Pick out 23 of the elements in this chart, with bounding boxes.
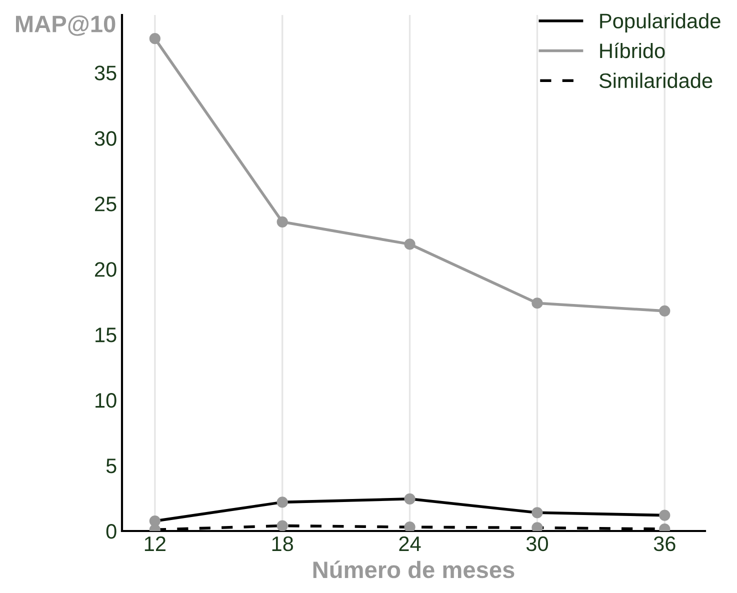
x-tick-label: 24 xyxy=(399,536,421,551)
y-axis-title: MAP@10 xyxy=(16,15,116,36)
y-tick-label: 20 xyxy=(95,262,116,277)
y-tick-label: 30 xyxy=(94,131,116,146)
y-tick-label: 0 xyxy=(106,524,116,539)
y-tick-label: 5 xyxy=(106,458,116,474)
x-tick-label: 36 xyxy=(654,536,676,552)
y-tick-label: 25 xyxy=(95,196,116,212)
x-tick-label: 18 xyxy=(272,536,294,552)
point xyxy=(149,33,160,44)
x-tick-label: 12 xyxy=(144,536,166,551)
legend-label: Híbrido xyxy=(600,42,665,58)
y-tick-label: 10 xyxy=(96,393,116,408)
point xyxy=(276,216,288,228)
x-tick-label: 30 xyxy=(526,536,548,552)
point xyxy=(659,305,670,317)
y-tick-label: 35 xyxy=(94,66,116,80)
x-axis-title: Número de meses xyxy=(313,560,514,578)
y-tick-label: 15 xyxy=(96,328,116,342)
legend-label: Popularidade xyxy=(600,13,720,33)
point xyxy=(532,298,543,309)
point xyxy=(404,238,416,250)
legend-label: Similaridade xyxy=(599,72,712,88)
